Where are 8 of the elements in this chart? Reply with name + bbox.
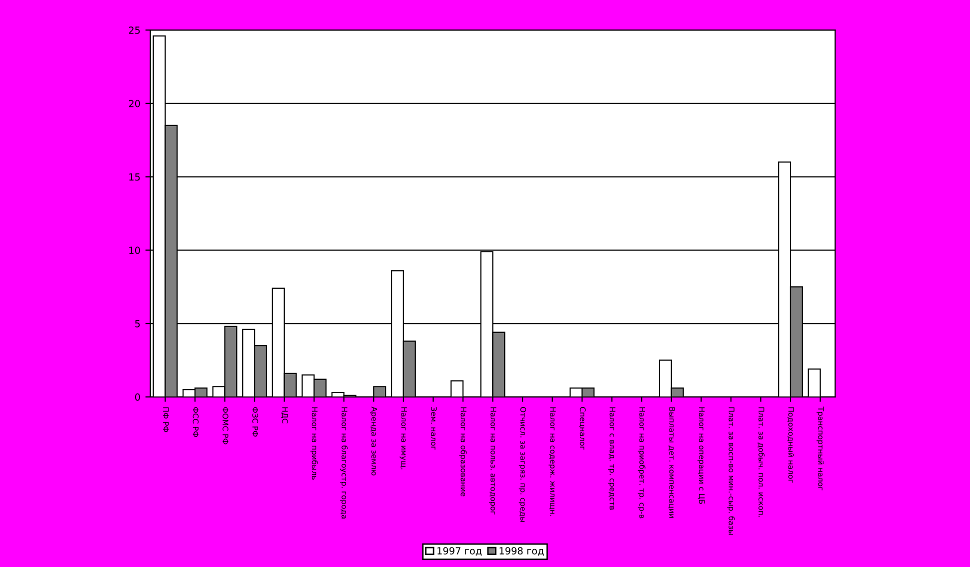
y-tick-label: 10 — [129, 246, 140, 254]
legend-label: 1998 год — [500, 547, 544, 556]
y-tick-label: 0 — [135, 393, 140, 401]
y-tick-label: 25 — [128, 26, 140, 34]
legend-label: 1997 год — [438, 547, 482, 556]
y-tick-label: 5 — [135, 320, 140, 328]
y-tick-label: 15 — [129, 173, 140, 181]
y-tick-label: 20 — [128, 100, 140, 108]
